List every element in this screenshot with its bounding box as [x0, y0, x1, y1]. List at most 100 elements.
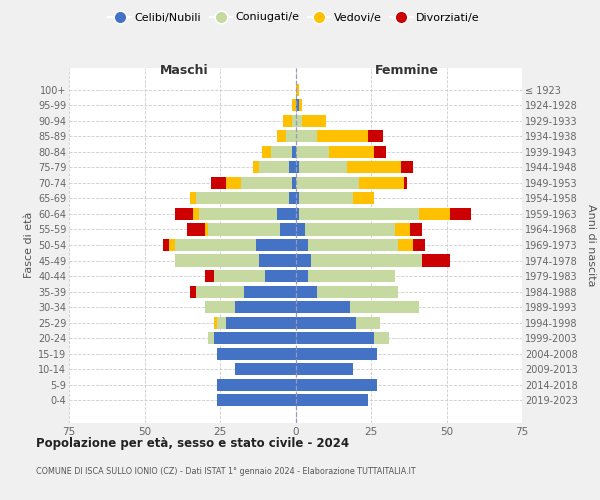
Bar	[292, 114, 296, 127]
Bar	[296, 146, 329, 158]
Bar	[256, 239, 296, 251]
Bar	[214, 270, 265, 282]
Bar	[296, 316, 356, 328]
Bar	[296, 394, 368, 406]
Bar	[217, 378, 296, 391]
Bar	[286, 130, 296, 142]
Bar	[317, 130, 368, 142]
Bar	[277, 130, 286, 142]
Bar	[211, 177, 226, 189]
Bar	[163, 239, 169, 251]
Bar	[199, 208, 277, 220]
Bar	[299, 162, 347, 173]
Bar	[401, 162, 413, 173]
Bar	[292, 146, 296, 158]
Bar	[296, 348, 377, 360]
Bar	[296, 286, 317, 298]
Bar	[329, 146, 374, 158]
Bar	[217, 316, 226, 328]
Bar	[311, 254, 422, 266]
Bar	[205, 224, 208, 235]
Bar	[299, 192, 353, 204]
Text: Femmine: Femmine	[375, 64, 439, 78]
Bar	[196, 286, 244, 298]
Bar	[296, 224, 305, 235]
Bar	[296, 114, 302, 127]
Bar	[296, 270, 308, 282]
Bar	[296, 99, 299, 112]
Bar	[299, 208, 419, 220]
Y-axis label: Fasce di età: Fasce di età	[23, 212, 34, 278]
Bar	[214, 332, 296, 344]
Bar	[302, 114, 326, 127]
Bar	[296, 254, 311, 266]
Text: Popolazione per età, sesso e stato civile - 2024: Popolazione per età, sesso e stato civil…	[36, 438, 349, 450]
Bar	[205, 301, 235, 313]
Bar	[347, 162, 401, 173]
Bar	[296, 239, 308, 251]
Bar	[169, 239, 175, 251]
Legend: Celibi/Nubili, Coniugati/e, Vedovi/e, Divorziati/e: Celibi/Nubili, Coniugati/e, Vedovi/e, Di…	[104, 8, 484, 27]
Bar	[190, 286, 196, 298]
Bar	[253, 162, 259, 173]
Bar	[296, 177, 359, 189]
Bar	[175, 239, 256, 251]
Bar	[296, 378, 377, 391]
Bar	[356, 316, 380, 328]
Bar	[226, 316, 296, 328]
Bar	[296, 162, 299, 173]
Bar	[368, 130, 383, 142]
Bar	[374, 146, 386, 158]
Bar	[449, 208, 470, 220]
Bar	[226, 177, 241, 189]
Bar	[196, 192, 289, 204]
Bar	[395, 224, 410, 235]
Bar	[410, 224, 422, 235]
Bar	[404, 177, 407, 189]
Bar	[235, 363, 296, 376]
Bar	[374, 332, 389, 344]
Bar	[265, 270, 296, 282]
Bar	[305, 224, 395, 235]
Bar	[413, 239, 425, 251]
Bar	[350, 301, 419, 313]
Bar	[241, 177, 292, 189]
Bar	[277, 208, 296, 220]
Bar	[296, 130, 317, 142]
Bar	[317, 286, 398, 298]
Bar	[419, 208, 449, 220]
Bar	[398, 239, 413, 251]
Y-axis label: Anni di nascita: Anni di nascita	[586, 204, 596, 286]
Text: COMUNE DI ISCA SULLO IONIO (CZ) - Dati ISTAT 1° gennaio 2024 - Elaborazione TUTT: COMUNE DI ISCA SULLO IONIO (CZ) - Dati I…	[36, 468, 416, 476]
Bar	[175, 254, 259, 266]
Bar	[193, 208, 199, 220]
Bar	[422, 254, 449, 266]
Bar	[214, 316, 217, 328]
Bar	[296, 363, 353, 376]
Bar	[308, 239, 398, 251]
Bar	[208, 332, 214, 344]
Bar	[259, 254, 296, 266]
Bar	[283, 114, 292, 127]
Bar	[280, 224, 296, 235]
Bar	[208, 224, 280, 235]
Bar	[259, 162, 289, 173]
Bar	[205, 270, 214, 282]
Bar	[190, 192, 196, 204]
Text: Maschi: Maschi	[160, 64, 208, 78]
Bar	[289, 162, 296, 173]
Bar	[262, 146, 271, 158]
Bar	[217, 394, 296, 406]
Bar	[296, 301, 350, 313]
Bar	[296, 332, 374, 344]
Bar	[187, 224, 205, 235]
Bar	[292, 99, 296, 112]
Bar	[289, 192, 296, 204]
Bar	[299, 99, 302, 112]
Bar	[271, 146, 292, 158]
Bar	[175, 208, 193, 220]
Bar	[292, 177, 296, 189]
Bar	[308, 270, 395, 282]
Bar	[359, 177, 404, 189]
Bar	[296, 192, 299, 204]
